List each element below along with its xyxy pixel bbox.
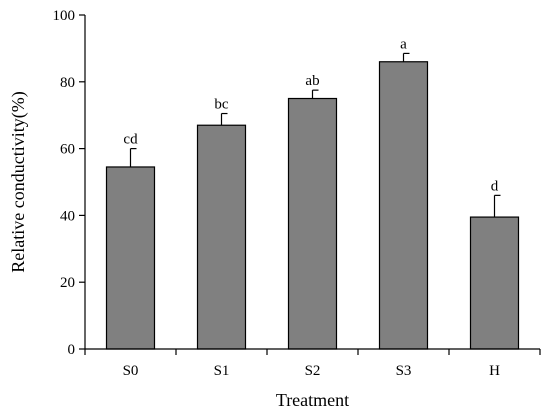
x-tick-label: S0	[123, 363, 139, 379]
axes-group	[84, 15, 540, 350]
y-tick-label: 20	[60, 275, 75, 291]
bars-group	[105, 61, 520, 350]
bar	[105, 166, 156, 350]
bar	[469, 216, 520, 350]
significance-label: a	[400, 36, 407, 52]
bar	[378, 61, 429, 350]
x-tick-label: S2	[305, 363, 321, 379]
x-tick-label: S1	[214, 363, 230, 379]
x-tick-label: S3	[396, 363, 412, 379]
significance-label: ab	[305, 73, 319, 89]
significance-labels-group: cd bc ab a d	[123, 36, 498, 194]
x-tick-label: H	[489, 363, 500, 379]
x-ticks-group: S0 S1 S2 S3 H	[84, 349, 541, 379]
significance-label: bc	[214, 97, 229, 113]
y-tick-label: 60	[60, 142, 75, 158]
x-axis-title: Treatment	[276, 390, 349, 410]
y-tick-label: 80	[60, 75, 75, 91]
y-tick-label: 40	[60, 208, 75, 224]
significance-label: cd	[123, 132, 138, 148]
y-tick-label: 0	[68, 342, 76, 358]
significance-label: d	[491, 178, 499, 194]
bar	[196, 124, 247, 350]
y-ticks-group: 0 20 40 60 80 100	[53, 8, 85, 358]
y-axis-title: Relative conductivity(%)	[8, 91, 29, 272]
error-bars-group	[129, 52, 501, 218]
y-tick-label: 100	[53, 8, 76, 24]
bar	[287, 97, 338, 350]
